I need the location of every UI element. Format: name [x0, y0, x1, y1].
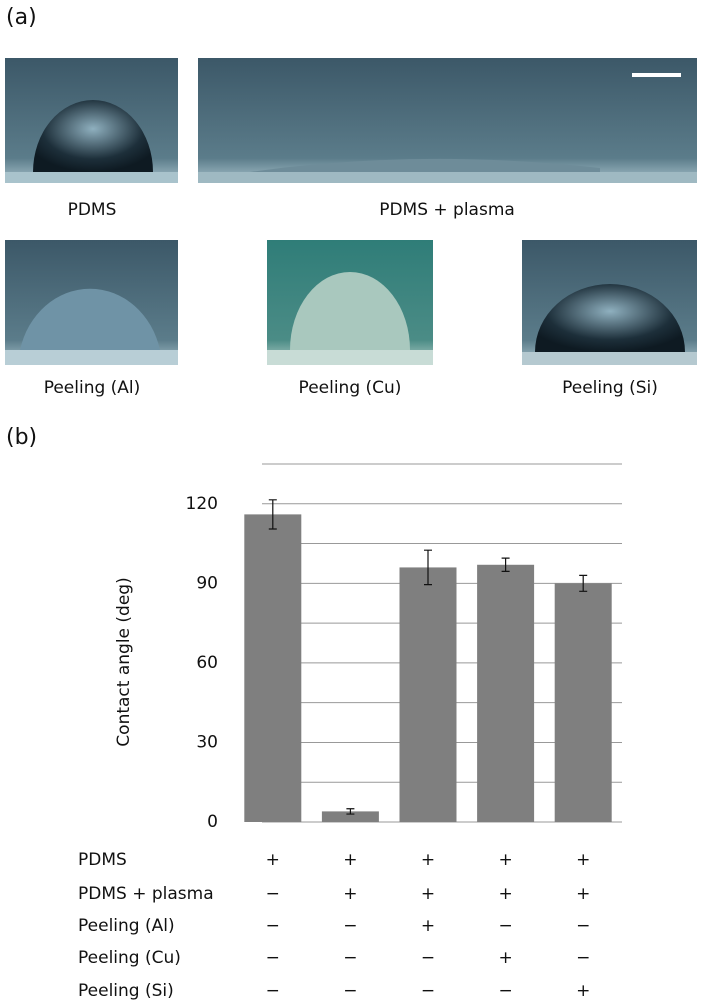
y-tick-label: 30	[196, 732, 218, 752]
condition-label: Peeling (Si)	[78, 981, 174, 1001]
error-bar	[424, 549, 432, 586]
condition-mark: −	[343, 981, 357, 1001]
condition-label: Peeling (Cu)	[78, 948, 181, 968]
photo	[5, 58, 178, 183]
condition-mark: +	[498, 850, 512, 870]
condition-mark: +	[498, 884, 512, 904]
condition-mark: +	[576, 884, 590, 904]
condition-mark: −	[576, 916, 590, 936]
condition-mark: +	[266, 850, 280, 870]
condition-label: Peeling (Al)	[78, 916, 175, 936]
condition-mark: +	[576, 981, 590, 1001]
bar	[477, 564, 535, 822]
condition-mark: −	[421, 948, 435, 968]
photo	[198, 58, 697, 183]
error-bar	[501, 557, 510, 572]
photo-caption: Peeling (Si)	[562, 378, 658, 398]
photo-caption: Peeling (Cu)	[299, 378, 402, 398]
condition-label: PDMS	[78, 850, 127, 870]
condition-mark: +	[421, 916, 435, 936]
condition-mark: +	[343, 850, 357, 870]
bar	[399, 567, 457, 822]
panel-label: (b)	[6, 425, 37, 450]
condition-mark: −	[343, 948, 357, 968]
y-tick-label: 0	[207, 812, 218, 832]
photo	[522, 240, 697, 365]
condition-mark: −	[576, 948, 590, 968]
y-tick-label: 120	[186, 494, 218, 514]
condition-mark: −	[266, 948, 280, 968]
condition-mark: −	[266, 884, 280, 904]
condition-mark: −	[498, 981, 512, 1001]
bar	[554, 583, 612, 822]
y-tick-label: 90	[196, 573, 218, 593]
bar	[244, 514, 302, 822]
condition-label: PDMS + plasma	[78, 884, 214, 904]
photo	[267, 240, 433, 365]
panel-label: (a)	[6, 5, 37, 30]
y-axis-title: Contact angle (deg)	[114, 577, 134, 746]
condition-mark: +	[343, 884, 357, 904]
condition-mark: −	[266, 981, 280, 1001]
photo-caption: PDMS	[68, 200, 117, 220]
error-bar	[346, 808, 355, 815]
condition-mark: −	[498, 916, 512, 936]
photo-caption: Peeling (Al)	[44, 378, 141, 398]
condition-mark: +	[498, 948, 512, 968]
condition-mark: −	[266, 916, 280, 936]
condition-mark: +	[421, 884, 435, 904]
error-bar	[579, 574, 588, 592]
photo	[5, 240, 178, 365]
y-tick-label: 60	[196, 653, 218, 673]
condition-mark: −	[421, 981, 435, 1001]
condition-mark: +	[576, 850, 590, 870]
condition-mark: +	[421, 850, 435, 870]
bar	[321, 811, 379, 822]
photo-caption: PDMS + plasma	[379, 200, 515, 220]
condition-mark: −	[343, 916, 357, 936]
error-bar	[268, 499, 277, 530]
